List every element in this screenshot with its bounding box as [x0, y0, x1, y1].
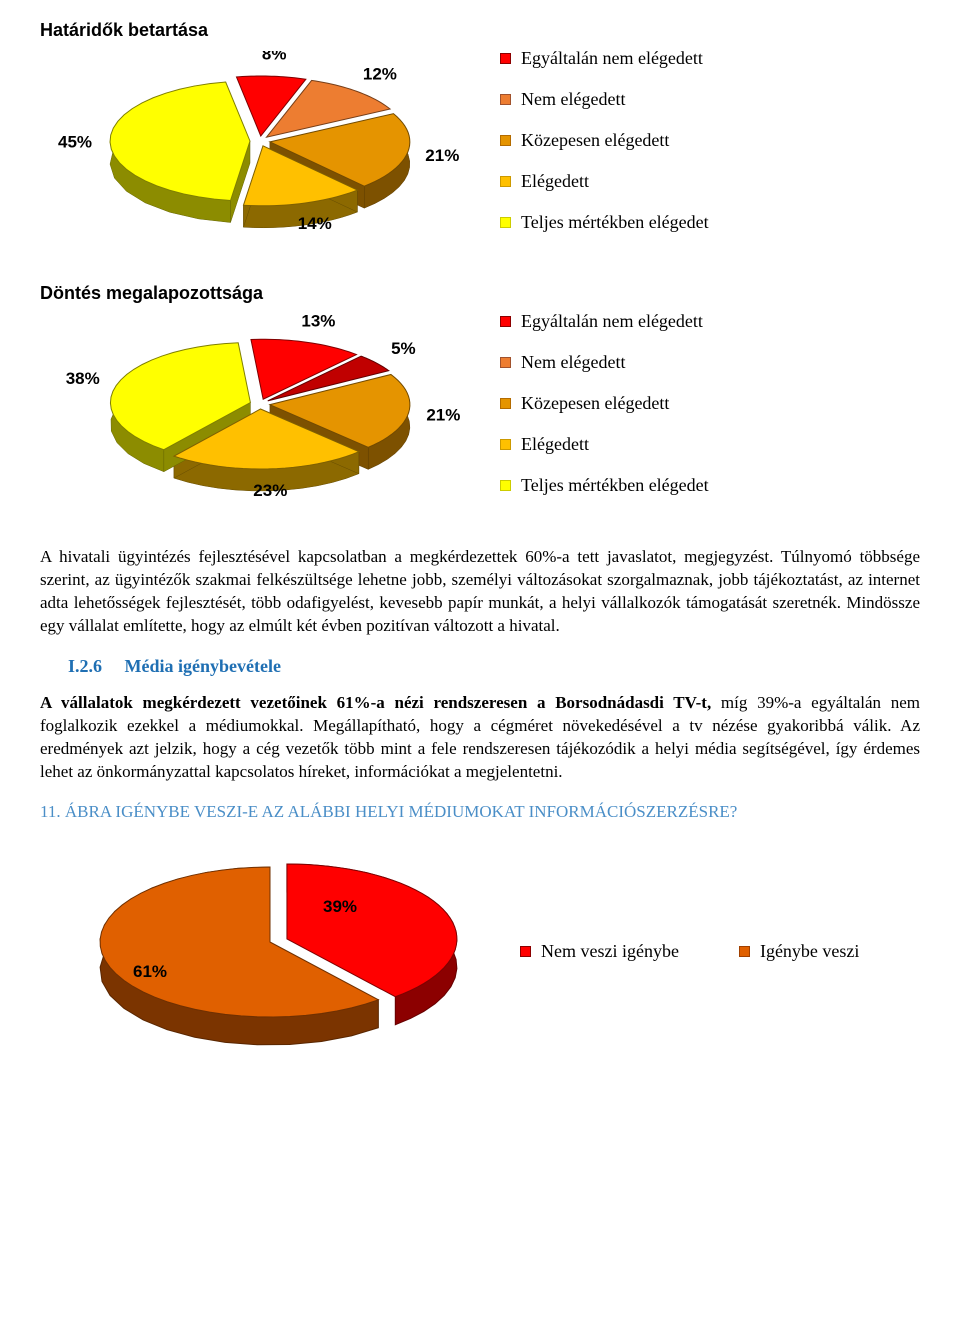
legend-item: Igénybe veszi — [739, 941, 859, 962]
chart-row-2: Döntés megalapozottsága 13% 5% 21% 23% 38% E… — [40, 283, 920, 516]
legend-item: Nem veszi igénybe — [520, 941, 679, 962]
legend-label: Nem elégedett — [521, 352, 625, 373]
legend-item: Egyáltalán nem elégedett — [500, 48, 920, 69]
legend-label: Teljes mértékben elégedet — [521, 475, 709, 496]
legend-label: Egyáltalán nem elégedett — [521, 48, 703, 69]
legend3: Nem veszi igénybe Igénybe veszi — [480, 921, 920, 982]
chart1-block: Határidők betartása 8% 12% 21% 14% 45% — [40, 20, 480, 251]
paragraph-2: A vállalatok megkérdezett vezetőinek 61%… — [40, 692, 920, 784]
legend-swatch — [500, 439, 511, 450]
chart2-block: Döntés megalapozottsága 13% 5% 21% 23% 38% — [40, 283, 480, 514]
heading-text: Média igénybevétele — [125, 656, 281, 676]
legend-label: Közepesen elégedett — [521, 130, 669, 151]
legend-item: Egyáltalán nem elégedett — [500, 311, 920, 332]
legend-item: Teljes mértékben elégedet — [500, 212, 920, 233]
legend-item: Közepesen elégedett — [500, 393, 920, 414]
legend-label: Nem veszi igénybe — [541, 941, 679, 962]
legend1: Egyáltalán nem elégedett Nem elégedett Köz… — [480, 20, 920, 253]
legend-swatch — [500, 316, 511, 327]
svg-text:12%: 12% — [363, 65, 397, 84]
svg-text:38%: 38% — [66, 369, 100, 388]
legend-label: Teljes mértékben elégedet — [521, 212, 709, 233]
svg-text:23%: 23% — [253, 481, 287, 500]
legend-label: Egyáltalán nem elégedett — [521, 311, 703, 332]
svg-text:8%: 8% — [262, 51, 287, 63]
chart1-svg: 8% 12% 21% 14% 45% — [40, 51, 480, 251]
legend-label: Elégedett — [521, 171, 589, 192]
chart2-title: Döntés megalapozottsága — [40, 283, 480, 304]
legend-item: Nem elégedett — [500, 89, 920, 110]
legend-label: Közepesen elégedett — [521, 393, 669, 414]
svg-text:13%: 13% — [301, 314, 335, 330]
legend-item: Nem elégedett — [500, 352, 920, 373]
section-heading: I.2.6 Média igénybevétele — [68, 656, 920, 677]
svg-text:5%: 5% — [391, 339, 416, 358]
legend-swatch — [500, 217, 511, 228]
figure-caption: 11. ÁBRA IGÉNYBE VESZI-E AZ ALÁBBI HELYI… — [40, 802, 920, 822]
chart-row-3: 39% 61% Nem veszi igénybe Igénybe veszi — [40, 832, 920, 1072]
legend-swatch — [500, 357, 511, 368]
legend-swatch — [500, 135, 511, 146]
legend-item: Közepesen elégedett — [500, 130, 920, 151]
legend2: Egyáltalán nem elégedett Nem elégedett Köz… — [480, 283, 920, 516]
legend-item: Elégedett — [500, 434, 920, 455]
legend-swatch — [500, 480, 511, 491]
chart3-block: 39% 61% — [40, 832, 480, 1072]
chart3-svg: 39% 61% — [40, 832, 480, 1072]
heading-num: I.2.6 — [68, 656, 102, 676]
svg-text:45%: 45% — [58, 133, 92, 152]
legend-swatch — [500, 398, 511, 409]
legend-swatch — [500, 176, 511, 187]
paragraph-1: A hivatali ügyintézés fejlesztésével kap… — [40, 546, 920, 638]
legend-label: Igénybe veszi — [760, 941, 859, 962]
chart2-svg: 13% 5% 21% 23% 38% — [40, 314, 480, 514]
legend-swatch — [500, 53, 511, 64]
legend-swatch — [500, 94, 511, 105]
legend-swatch — [520, 946, 531, 957]
svg-text:14%: 14% — [298, 214, 332, 233]
svg-text:39%: 39% — [323, 897, 357, 916]
svg-text:61%: 61% — [133, 962, 167, 981]
legend-item: Elégedett — [500, 171, 920, 192]
legend-label: Nem elégedett — [521, 89, 625, 110]
chart1-title: Határidők betartása — [40, 20, 480, 41]
legend-label: Elégedett — [521, 434, 589, 455]
svg-text:21%: 21% — [425, 146, 459, 165]
legend-item: Teljes mértékben elégedet — [500, 475, 920, 496]
chart-row-1: Határidők betartása 8% 12% 21% 14% 45% Egyál… — [40, 20, 920, 253]
svg-text:21%: 21% — [426, 406, 460, 425]
legend-swatch — [739, 946, 750, 957]
